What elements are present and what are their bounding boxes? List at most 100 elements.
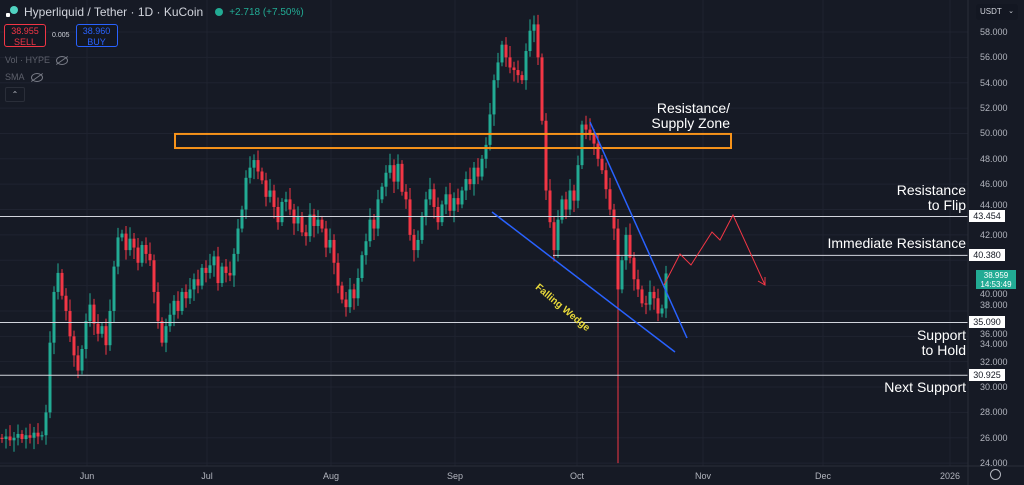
candle-bearish	[260, 171, 264, 181]
candle-bearish	[288, 199, 292, 210]
candle-bullish	[280, 201, 284, 223]
price-tick: 32.000	[980, 356, 1008, 367]
eye-off-icon[interactable]	[56, 55, 69, 65]
candle-bearish	[436, 206, 440, 223]
candle-bullish	[648, 291, 652, 305]
candle-bearish	[512, 67, 516, 71]
candle-bearish	[400, 163, 404, 192]
collapse-indicators-button[interactable]: ⌃	[5, 87, 25, 102]
candle-bullish	[368, 219, 372, 242]
market-status-icon	[215, 8, 224, 16]
candle-bullish	[488, 114, 492, 145]
spread: 0.005	[52, 32, 70, 39]
candle-bearish	[0, 437, 4, 440]
candle-bullish	[236, 228, 240, 254]
candle-bearish	[468, 179, 472, 185]
candle-bearish	[256, 160, 260, 172]
candle-bearish	[228, 272, 232, 276]
chevron-up-icon: ⌃	[11, 90, 19, 99]
candle-bullish	[188, 289, 192, 299]
candle-bearish	[76, 355, 80, 371]
grid	[0, 0, 968, 466]
candle-bullish	[328, 239, 332, 248]
candle-bullish	[296, 215, 300, 224]
price-tick: 36.000	[980, 328, 1008, 339]
price-tick: 52.000	[980, 103, 1008, 114]
settings-gear-icon[interactable]	[990, 469, 1001, 480]
candle-bullish	[356, 277, 360, 299]
buy-button[interactable]: 38.960 BUY	[75, 24, 118, 47]
candle-bearish	[304, 232, 308, 237]
time-tick: Sep	[446, 471, 464, 481]
candle-bullish	[212, 256, 216, 266]
candle-bullish	[440, 204, 444, 223]
candle-bullish	[500, 44, 504, 63]
candle-bullish	[524, 51, 528, 81]
candle-bearish	[508, 57, 512, 68]
candle-bearish	[64, 295, 68, 311]
candle-bullish	[424, 199, 428, 216]
time-tick: 2026	[939, 471, 961, 481]
currency-selector[interactable]: USDT ⌄	[976, 4, 1018, 20]
candle-bullish	[192, 279, 196, 290]
candle-bearish	[596, 143, 600, 159]
candle-bearish	[504, 44, 508, 58]
bar-countdown: 14:53:49	[980, 280, 1012, 289]
candle-bearish	[404, 191, 408, 200]
price-tick: 38.000	[980, 299, 1008, 310]
indicator-sma[interactable]: SMA	[5, 72, 43, 82]
candle-bullish	[240, 209, 244, 229]
candle-bearish	[204, 267, 208, 273]
candle-bearish	[588, 129, 592, 135]
candle-bearish	[148, 253, 152, 261]
candle-bearish	[60, 272, 64, 296]
time-tick: Nov	[694, 471, 712, 481]
candle-bearish	[540, 57, 544, 121]
candle-bearish	[592, 134, 596, 144]
candle-bullish	[24, 435, 28, 440]
candle-bearish	[352, 289, 356, 299]
indicator-label: Vol · HYPE	[5, 55, 51, 65]
symbol-title[interactable]: Hyperliquid / Tether · 1D · KuCoin	[24, 5, 204, 19]
candle-bearish	[608, 189, 612, 210]
candle-bullish	[52, 291, 56, 343]
candle-bearish	[392, 165, 396, 182]
hyperliquid-logo-icon	[6, 6, 18, 18]
candle-bullish	[308, 214, 312, 237]
candle-bearish	[572, 190, 576, 201]
level-price-tag: 43.454	[969, 210, 1005, 223]
candle-bearish	[216, 256, 220, 284]
candle-bearish	[636, 279, 640, 290]
candle-bearish	[276, 206, 280, 223]
candle-bullish	[480, 158, 484, 177]
buy-price: 38.960	[82, 26, 111, 36]
candle-bearish	[312, 214, 316, 227]
price-tick: 34.000	[980, 339, 1008, 350]
indicator-volume[interactable]: Vol · HYPE	[5, 55, 69, 65]
candle-bearish	[272, 190, 276, 207]
candle-bullish	[168, 314, 172, 327]
candle-bullish	[444, 194, 448, 205]
candle-bearish	[516, 70, 520, 76]
candle-bullish	[316, 219, 320, 227]
sell-button[interactable]: 38.955 SELL	[4, 24, 46, 47]
candle-bearish	[184, 291, 188, 299]
sell-label: SELL	[13, 37, 37, 47]
candle-bullish	[120, 233, 124, 238]
eye-off-icon[interactable]	[30, 72, 43, 82]
projection-arrow-icon	[757, 277, 766, 286]
annotation-resistance-flip: Resistance to Flip	[896, 182, 966, 213]
candle-bullish	[244, 177, 248, 210]
candle-bullish	[172, 300, 176, 315]
candles	[0, 14, 668, 464]
candle-bearish	[456, 198, 460, 205]
annotation-support-hold: Support to Hold	[916, 327, 966, 358]
candle-bullish	[376, 199, 380, 229]
candle-bearish	[344, 299, 348, 308]
candle-bearish	[656, 298, 660, 314]
current-price: 38.959	[983, 271, 1009, 280]
candle-bullish	[180, 291, 184, 311]
candle-bearish	[544, 120, 548, 191]
candle-bearish	[160, 321, 164, 343]
